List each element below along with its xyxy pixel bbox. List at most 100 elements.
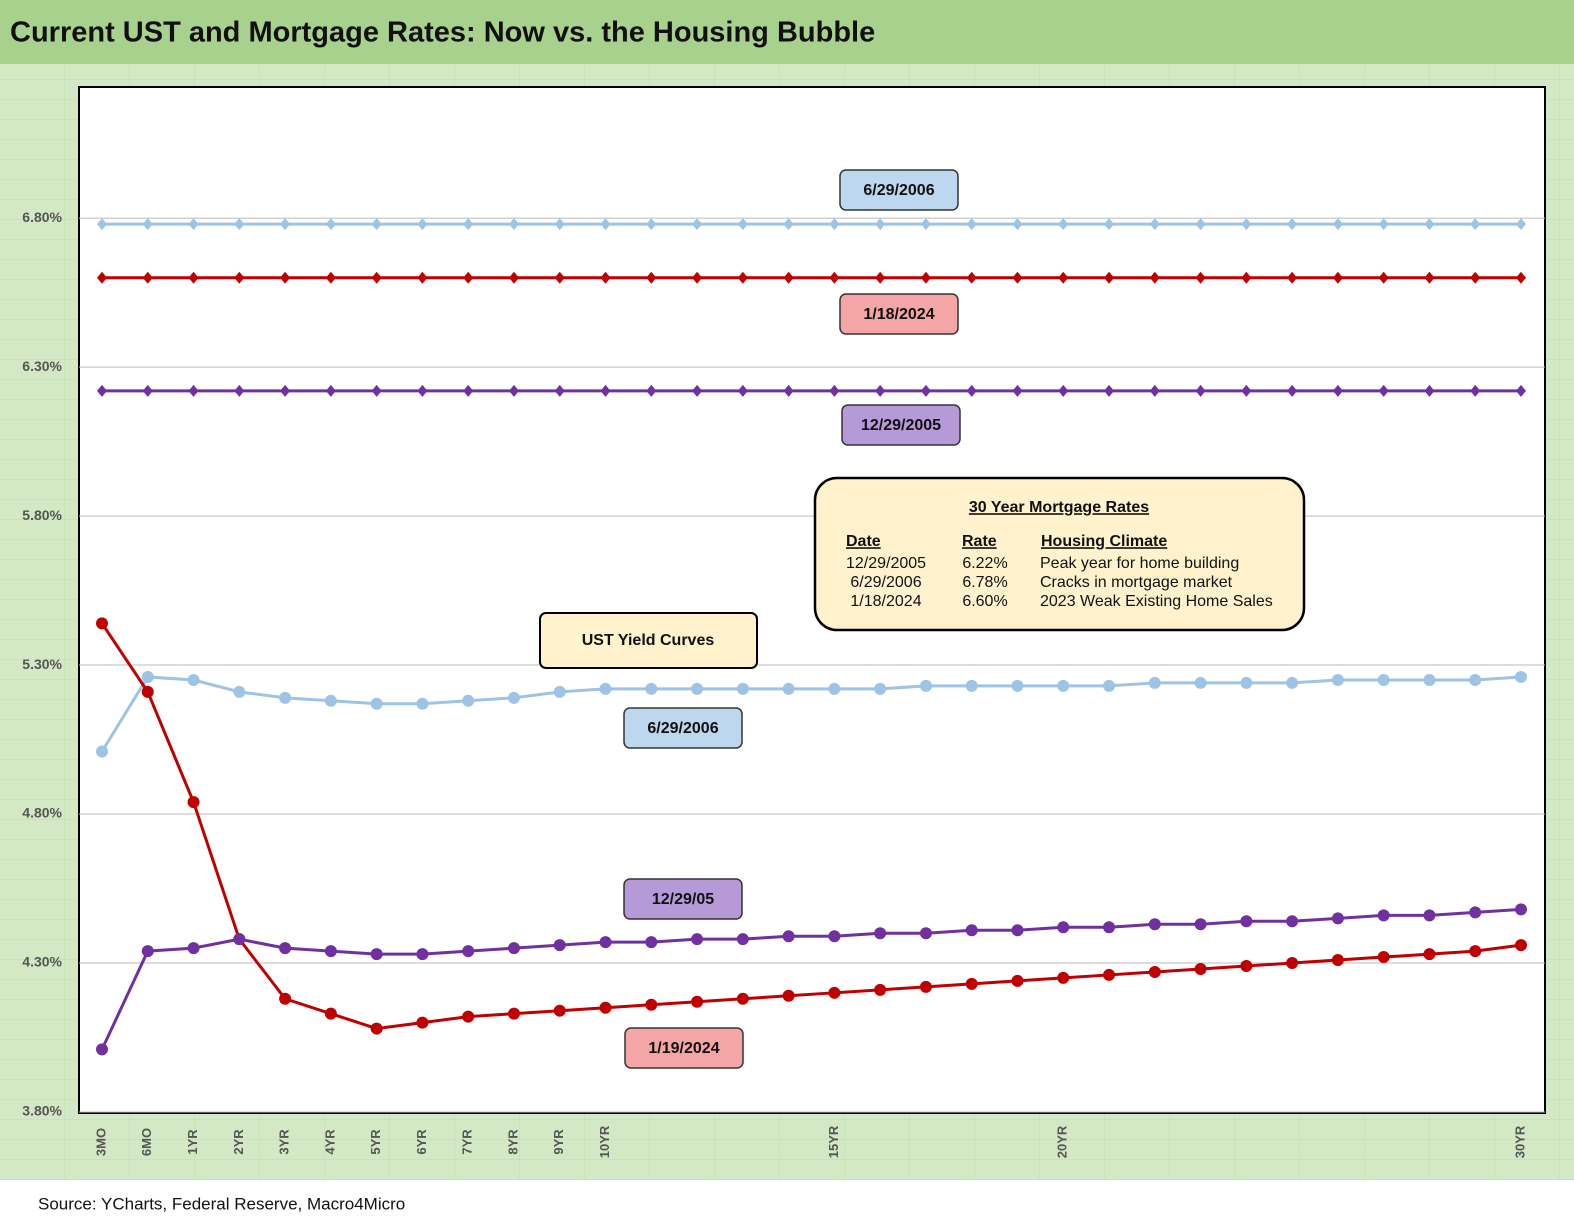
series-label: 12/29/2005 (861, 417, 941, 434)
marker (691, 933, 704, 946)
marker (919, 927, 932, 940)
marker (279, 992, 292, 1005)
marker (142, 271, 153, 284)
marker (371, 271, 382, 284)
marker (736, 933, 749, 946)
note-header: Date (846, 533, 881, 550)
marker (736, 992, 749, 1005)
x-tick-label: 15YR (826, 1125, 841, 1158)
marker (1377, 951, 1390, 964)
marker (187, 796, 200, 809)
marker (1377, 909, 1390, 922)
marker (966, 218, 977, 231)
marker (325, 218, 336, 231)
marker (1194, 676, 1207, 689)
note-box (813, 476, 1306, 632)
series-line (100, 675, 1522, 753)
marker (553, 1004, 566, 1017)
marker (233, 933, 246, 946)
marker (1516, 384, 1526, 397)
x-tick-label: 3MO (93, 1128, 108, 1156)
marker (1148, 918, 1161, 931)
marker (462, 1010, 475, 1023)
marker (736, 682, 749, 695)
series-label: 1/18/2024 (863, 306, 934, 323)
marker (645, 998, 658, 1011)
x-tick-label: 3YR (277, 1129, 292, 1155)
series-label-box (839, 293, 959, 335)
marker (1287, 271, 1298, 284)
marker (1241, 384, 1252, 397)
marker (1240, 959, 1253, 972)
marker (737, 384, 748, 397)
marker (1516, 271, 1526, 284)
marker (874, 983, 887, 996)
marker (96, 745, 108, 758)
series-label: 1/19/2024 (648, 1040, 719, 1057)
marker (1058, 218, 1069, 231)
marker (1332, 384, 1343, 397)
marker (463, 218, 474, 231)
y-tick-label: 6.30% (22, 358, 62, 374)
marker (1515, 670, 1527, 683)
y-tick-label: 5.30% (22, 656, 62, 672)
marker (1195, 271, 1206, 284)
marker (691, 995, 704, 1008)
marker (1378, 384, 1389, 397)
marker (1424, 384, 1435, 397)
marker (1149, 218, 1160, 231)
marker (234, 384, 245, 397)
chart-title: Current UST and Mortgage Rates: Now vs. … (10, 17, 875, 49)
marker (370, 1022, 383, 1035)
marker (507, 1007, 520, 1020)
x-tick-label: 2YR (231, 1129, 246, 1155)
marker (279, 942, 292, 955)
marker (1378, 218, 1389, 231)
marker (1331, 912, 1344, 925)
marker (463, 384, 474, 397)
marker (417, 271, 428, 284)
marker (691, 682, 704, 695)
marker (234, 271, 245, 284)
marker (187, 942, 200, 955)
marker (1515, 903, 1527, 916)
marker (462, 945, 475, 958)
marker (1287, 384, 1298, 397)
marker (371, 218, 382, 231)
marker (417, 384, 428, 397)
marker (1104, 384, 1115, 397)
marker (324, 945, 337, 958)
marker (187, 673, 200, 686)
marker (553, 939, 566, 952)
marker (919, 980, 932, 993)
marker (141, 945, 154, 958)
marker (829, 384, 840, 397)
note-cell: 6.60% (962, 593, 1007, 610)
marker (874, 682, 887, 695)
series-label-box (839, 169, 959, 211)
series-label: 12/29/05 (652, 891, 714, 908)
marker (233, 685, 246, 698)
marker (1104, 271, 1115, 284)
marker (1011, 924, 1024, 937)
marker (645, 936, 658, 949)
marker (280, 271, 291, 284)
marker (966, 384, 977, 397)
note-cell: 6.78% (962, 574, 1007, 591)
marker (97, 218, 107, 231)
marker (874, 927, 887, 940)
marker (1104, 218, 1115, 231)
marker (1286, 915, 1299, 928)
marker (599, 682, 612, 695)
marker (1241, 271, 1252, 284)
marker (599, 936, 612, 949)
marker (554, 218, 565, 231)
y-tick-label: 3.80% (22, 1103, 62, 1119)
x-tick-label: 6MO (139, 1128, 154, 1156)
marker (508, 271, 519, 284)
marker (1149, 271, 1160, 284)
marker (1057, 921, 1070, 934)
marker (1057, 971, 1070, 984)
marker (782, 930, 795, 943)
